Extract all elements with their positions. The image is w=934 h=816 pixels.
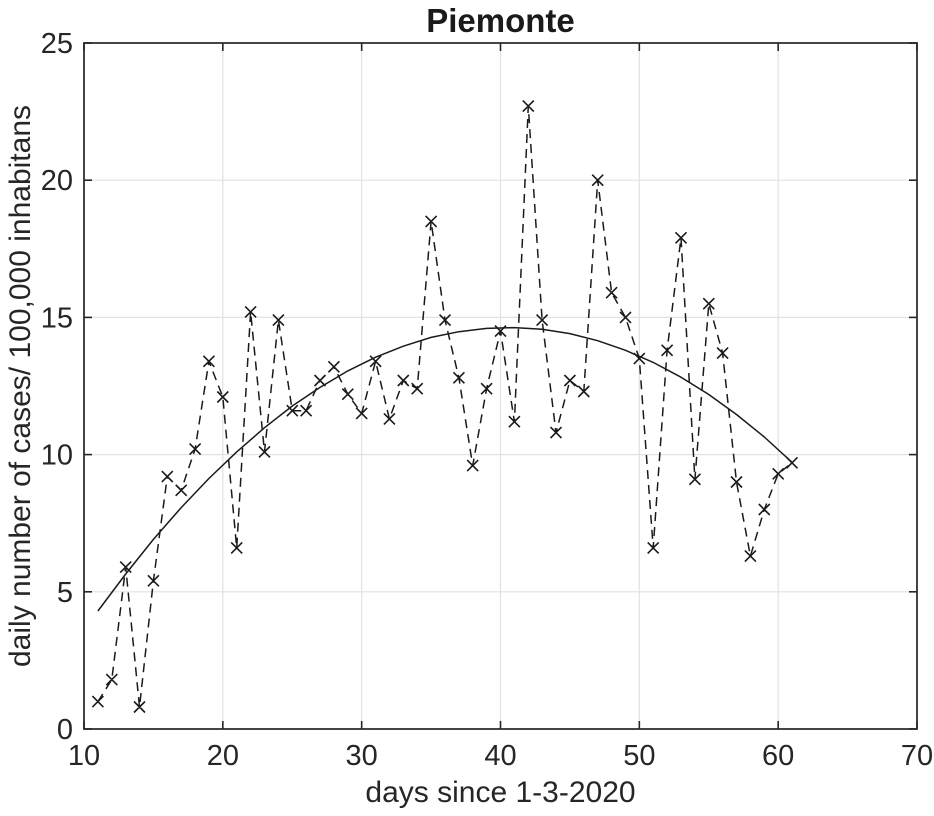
x-tick-label: 50 (623, 740, 655, 772)
x-tick-label: 40 (484, 740, 516, 772)
x-tick-label: 30 (346, 740, 378, 772)
y-tick-label: 0 (57, 714, 73, 746)
x-markers (91, 100, 799, 714)
plot-box (83, 42, 918, 730)
y-tick-label: 25 (41, 28, 73, 60)
smooth-fit-curve-line (97, 326, 793, 612)
y-tick-label: 20 (41, 165, 73, 197)
x-tick-label: 70 (901, 740, 933, 772)
x-tick-label: 20 (207, 740, 239, 772)
x-axis-label: days since 1-3-2020 (365, 776, 636, 809)
y-tick-label: 15 (41, 302, 73, 334)
x-tick-label: 60 (762, 740, 794, 772)
y-tick-label: 10 (41, 440, 73, 472)
y-tick-label: 5 (57, 577, 73, 609)
y-axis-label: daily number of cases/ 100,000 inhabitan… (4, 104, 37, 668)
chart-title: Piemonte (426, 2, 575, 39)
x-tick-label: 10 (68, 740, 100, 772)
daily-cases-data-line (97, 105, 793, 708)
